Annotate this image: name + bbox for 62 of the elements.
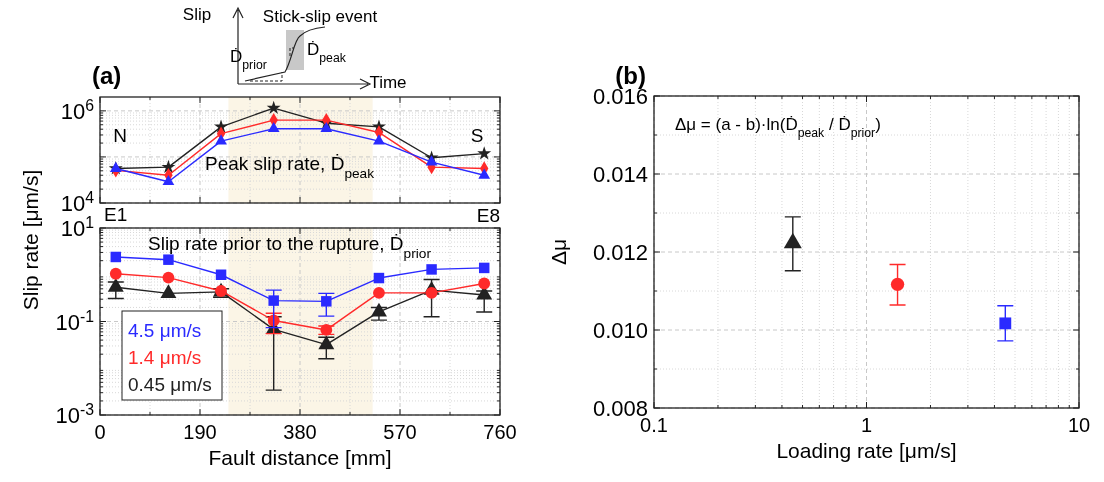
point xyxy=(478,262,490,274)
text: 0.45 μm/s xyxy=(128,374,212,395)
x-axis-title: Loading rate [μm/s] xyxy=(776,439,957,462)
y-tick-label: 10$^{4}$ xyxy=(60,188,95,216)
point xyxy=(215,269,227,280)
text: Slip xyxy=(182,5,212,24)
x-tick-label: 1 xyxy=(860,414,873,436)
point xyxy=(318,335,335,350)
text: 4.5 μm/s xyxy=(128,320,202,341)
x-axis-title: Fault distance [mm] xyxy=(208,446,392,469)
y-axis-title: Δμ xyxy=(547,238,570,266)
point xyxy=(478,277,491,290)
point xyxy=(321,296,332,307)
point xyxy=(320,121,333,133)
point xyxy=(370,302,387,317)
text: Ḋ$_{peak}$ xyxy=(307,40,347,65)
point xyxy=(478,168,491,179)
point xyxy=(373,134,385,145)
y-tick-label: 0.010 xyxy=(592,318,648,343)
chart-title: (a) xyxy=(92,62,122,89)
text: Time xyxy=(369,73,407,92)
text: E1 xyxy=(104,204,128,225)
text: Ḋ$_{prior}$ xyxy=(230,47,267,72)
text: E8 xyxy=(476,205,500,226)
point xyxy=(267,121,280,133)
x-tick-label: 0 xyxy=(94,421,106,443)
point xyxy=(162,174,175,186)
x-tick-label: 570 xyxy=(383,421,417,443)
point xyxy=(109,267,122,280)
point xyxy=(373,272,385,284)
x-tick-label: 760 xyxy=(483,421,517,443)
point xyxy=(425,155,438,166)
annotation: Δμ = (a - b)·ln(Ḋ$_{peak}$ / Ḋ$_{prior}$) xyxy=(675,115,881,140)
text: Stick-slip event xyxy=(262,7,378,26)
annotation: S xyxy=(470,125,484,146)
x-tick-label: 190 xyxy=(183,421,217,443)
point xyxy=(110,251,122,263)
y-tick-label: 0.014 xyxy=(592,162,648,187)
y-tick-label: 0.012 xyxy=(592,240,648,265)
annotation: Slip rate prior to the rupture, Ḋ$_{prior}$ xyxy=(148,233,432,261)
y-tick-label: 10$^{6}$ xyxy=(60,96,95,124)
point xyxy=(268,295,279,306)
y-tick-label: 10$^{-1}$ xyxy=(55,307,95,335)
point xyxy=(373,286,385,299)
y-axis-title: Slip rate [μm/s] xyxy=(19,169,42,311)
point xyxy=(160,284,177,298)
annotation: N xyxy=(113,125,127,146)
point xyxy=(162,271,175,284)
point xyxy=(107,278,124,292)
annotation: Peak slip rate, Ḋ$_{peak}$ xyxy=(205,153,375,181)
x-tick-label: 380 xyxy=(283,421,317,443)
y-tick-label: 10$^{-3}$ xyxy=(55,400,95,428)
point xyxy=(266,100,281,114)
point xyxy=(215,134,227,145)
point xyxy=(426,264,437,275)
point xyxy=(163,254,174,265)
text: 1.4 μm/s xyxy=(128,347,202,368)
point xyxy=(161,159,176,174)
y-tick-label: 10$^{1}$ xyxy=(60,213,95,241)
point xyxy=(425,286,438,299)
point xyxy=(477,146,492,160)
x-tick-label: 10 xyxy=(1067,414,1091,436)
